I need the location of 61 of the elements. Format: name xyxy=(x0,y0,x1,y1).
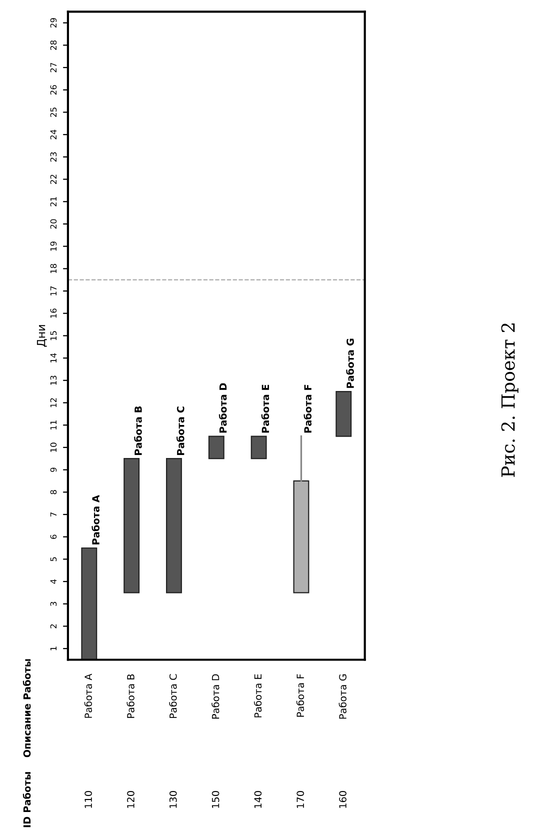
y-axis-title: Дни xyxy=(36,325,47,347)
text: ID Работы xyxy=(22,772,31,828)
y-tick-label: 8 xyxy=(50,490,57,494)
y-tick-label: 15 xyxy=(50,331,57,340)
bar xyxy=(166,458,182,594)
text: 120 xyxy=(127,791,134,808)
y-tick-label: 21 xyxy=(50,197,56,206)
y-tick-label: 10 xyxy=(50,442,57,452)
y-tick-label: 1 xyxy=(50,646,56,650)
y-tick-label: 4 xyxy=(50,579,56,584)
text: 160 xyxy=(339,791,346,808)
y-tick-label: 19 xyxy=(50,242,57,251)
y-tick-label: 23 xyxy=(50,152,57,162)
y-tick-label: 29 xyxy=(50,18,57,28)
y-tick-label: 18 xyxy=(50,264,57,274)
annotation: Работа D xyxy=(218,383,227,433)
bar xyxy=(293,480,310,594)
text: 110 xyxy=(84,791,92,808)
y-tick-label: 24 xyxy=(50,130,56,140)
bar xyxy=(208,436,224,460)
bar xyxy=(81,547,98,660)
text: Рис. 2. Проект 2 xyxy=(501,324,518,477)
bar xyxy=(336,391,352,437)
annotation: Работа G xyxy=(346,338,354,388)
text: Описание Работы xyxy=(22,659,31,758)
y-tick-label: 26 xyxy=(50,85,57,95)
annotation: Работа A xyxy=(92,495,100,544)
x-tick-label: Работа F xyxy=(296,674,304,717)
y-tick-label: 6 xyxy=(50,534,57,539)
y-tick-label: 7 xyxy=(50,512,56,516)
y-tick-label: 16 xyxy=(50,308,57,318)
y-tick-label: 13 xyxy=(50,376,57,385)
y-tick-label: 17 xyxy=(50,286,56,296)
y-tick-label: 22 xyxy=(50,174,56,184)
y-tick-label: 9 xyxy=(50,468,57,472)
x-tick-label: Работа B xyxy=(126,674,134,718)
y-tick-label: 5 xyxy=(50,557,57,562)
y-tick-label: 2 xyxy=(50,624,56,628)
x-tick-label: Работа E xyxy=(254,674,262,718)
text: 130 xyxy=(169,791,177,808)
y-tick-label: 14 xyxy=(50,353,56,362)
bar xyxy=(124,458,140,594)
annotation: Работа C xyxy=(176,406,184,455)
text: 150 xyxy=(212,791,220,808)
y-tick-label: 3 xyxy=(50,602,57,606)
y-tick-label: 11 xyxy=(50,420,56,430)
annotation: Работа B xyxy=(134,406,142,455)
text: 140 xyxy=(254,791,262,808)
x-tick-label: Работа G xyxy=(338,674,346,719)
text: 170 xyxy=(296,791,304,808)
annotation: Работа E xyxy=(261,384,270,433)
y-tick-label: 28 xyxy=(50,40,57,50)
x-tick-label: Работа A xyxy=(84,674,92,718)
annotation: Работа F xyxy=(304,384,312,433)
x-tick-label: Работа D xyxy=(212,674,220,719)
y-tick-label: 12 xyxy=(50,398,56,408)
y-tick-label: 25 xyxy=(50,108,57,117)
y-tick-label: 20 xyxy=(50,219,57,229)
x-tick-label: Работа C xyxy=(169,674,177,718)
bar xyxy=(250,436,267,460)
y-tick-label: 27 xyxy=(50,62,56,72)
